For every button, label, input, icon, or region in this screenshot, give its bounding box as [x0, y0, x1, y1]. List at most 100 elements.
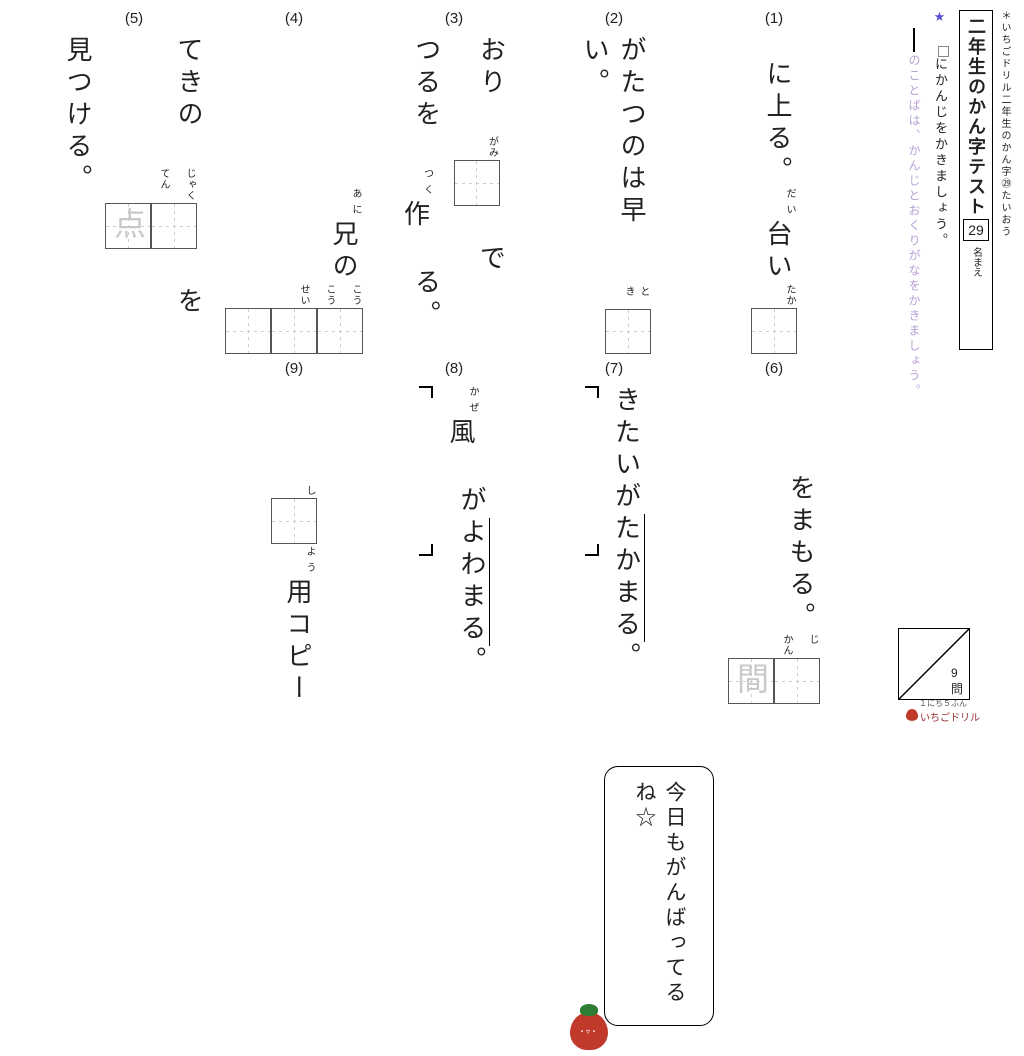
kanji-box-group: とき: [605, 286, 651, 356]
question-text: で: [477, 244, 507, 276]
instruction-blank-box-icon: [938, 46, 949, 57]
question-text: る。: [412, 268, 442, 332]
question-1: (1) たか い 台 だい に上る。: [694, 6, 854, 356]
question-body: とき がたつのは早い。: [577, 36, 651, 356]
question-text: 。: [612, 642, 642, 674]
kanji-box-group: こう こう せい: [225, 284, 363, 356]
prefilled-kanji: 点: [106, 204, 150, 248]
question-body: こう こう せい の 兄 あに: [225, 36, 363, 356]
ruby-text: 作 つく: [398, 168, 435, 232]
kanji-input-box[interactable]: [271, 308, 317, 354]
question-6: (6) 間 じ かん をまもる。: [694, 356, 854, 706]
question-7: (7) きたいがたかまる。: [534, 356, 694, 706]
question-number: (8): [445, 360, 463, 377]
question-text: きたいが: [612, 386, 642, 514]
question-text: てきの: [174, 36, 204, 132]
question-number: (1): [765, 10, 783, 27]
encouragement-block: 今日もがんばってるね☆ ・▿・: [564, 706, 854, 1056]
kanji-input-box[interactable]: [774, 658, 820, 704]
star-icon: ★: [933, 10, 948, 28]
question-body: おり がみ で つるを 作 つく る。: [398, 36, 511, 356]
question-5: (5) てきの 点 じゃく てん を: [54, 6, 214, 356]
answer-bracket[interactable]: [583, 386, 595, 556]
question-text: を: [174, 287, 204, 319]
question-2: (2) とき がたつのは早い。: [534, 6, 694, 356]
question-text: の: [326, 252, 363, 284]
question-text: に上る。: [760, 60, 797, 188]
brand-name: いちごドリル: [920, 713, 980, 724]
question-number: (3): [445, 10, 463, 27]
instruction-dash-icon: [913, 28, 915, 52]
furigana-stack: こう こう せい: [296, 284, 363, 306]
question-body: てきの 点 じゃく てん を 見つける。: [60, 36, 208, 356]
score-unit: 問: [951, 682, 963, 696]
furigana-stack: じゃく てん: [156, 168, 197, 201]
strawberry-icon: [906, 709, 918, 721]
credit-line: ＊いちごドリル二年生のかん字㉙たいおう: [997, 10, 1012, 238]
worksheet-title: 二年生のかん字テスト: [963, 17, 989, 217]
kanji-box-group: し: [271, 485, 317, 546]
question-text: をまもる。: [783, 474, 820, 634]
question-text: 。: [457, 646, 487, 678]
instruction-line-2a: のことばは、: [907, 54, 921, 144]
encouragement-text: 今日もがんばってるね☆: [629, 781, 689, 1011]
question-body: たか い 台 だい に上る。: [751, 36, 797, 356]
furigana: とき: [621, 286, 651, 307]
question-text: 見つける。: [63, 36, 93, 196]
kanji-input-box[interactable]: [271, 498, 317, 544]
header-zone: ＊いちごドリル二年生のかん字㉙たいおう 二年生のかん字テスト 29 名まえ ★ …: [897, 10, 1012, 710]
ruby-text: 兄 あに: [326, 188, 363, 252]
kanji-input-box[interactable]: 間: [728, 658, 774, 704]
kanji-box-group: たか: [751, 284, 797, 356]
furigana: がみ: [485, 136, 500, 158]
brand-tagline: １にち５ふん: [919, 699, 967, 708]
title-box: 二年生のかん字テスト 29 名まえ: [959, 10, 993, 350]
question-number: (7): [605, 360, 623, 377]
ruby-text: 用 よう: [280, 546, 317, 610]
score-box: 9 問: [898, 628, 970, 700]
furigana: し: [302, 485, 317, 496]
score-max-number: 9: [951, 666, 958, 680]
instruction-line-2b: かんじとおくりがなをかきましょう。: [907, 144, 921, 399]
answer-bracket[interactable]: [417, 386, 429, 556]
kanji-input-box[interactable]: [225, 308, 271, 354]
question-text: が: [457, 486, 487, 518]
kanji-box-group: 間 じ かん: [728, 634, 820, 706]
ruby-text: 台 だい: [760, 188, 797, 252]
question-3: (3) おり がみ で つるを 作 つく る。: [374, 6, 534, 356]
test-number-badge: 29: [963, 219, 989, 241]
question-text: おり: [477, 36, 507, 100]
question-body: 間 じ かん をまもる。: [728, 386, 820, 706]
question-text: コピー: [280, 610, 317, 706]
question-number: (5): [125, 10, 143, 27]
question-body: 風 かぜ がよわまる。: [417, 386, 491, 706]
question-number: (9): [285, 360, 303, 377]
kanji-box-group: 点 じゃく てん: [105, 168, 197, 251]
questions-grid: (1) たか い 台 だい に上る。 (2) とき がたつのは早い。 (3): [14, 6, 854, 718]
underlined-text: よわまる: [457, 518, 490, 646]
title-column: 二年生のかん字テスト 29 名まえ: [959, 10, 993, 350]
kanji-input-box[interactable]: [751, 308, 797, 354]
kanji-input-box[interactable]: [317, 308, 363, 354]
brand-logo: １にち５ふん いちごドリル: [906, 698, 980, 724]
kanji-input-box[interactable]: [454, 160, 500, 206]
score-max: 9 問: [951, 666, 963, 697]
question-text: つるを: [412, 36, 442, 132]
question-body: コピー 用 よう し: [271, 386, 317, 706]
prefilled-kanji: 間: [729, 659, 773, 703]
question-9: (9) コピー 用 よう し: [214, 356, 374, 706]
question-text: がたつのは早い。: [577, 36, 651, 286]
kanji-input-box[interactable]: [151, 203, 197, 249]
question-number: (6): [765, 360, 783, 377]
kanji-input-box[interactable]: 点: [105, 203, 151, 249]
speech-bubble: 今日もがんばってるね☆: [604, 766, 714, 1026]
furigana: たか: [782, 284, 797, 306]
underlined-text: たかまる: [612, 514, 645, 642]
kanji-box-group: がみ: [454, 136, 500, 208]
question-body: きたいがたかまる。: [583, 386, 646, 706]
question-4: (4) こう こう せい の 兄 あに: [214, 6, 374, 356]
instruction-line-1: にかんじをかきましょう。: [933, 57, 948, 249]
mascot-strawberry-icon: ・▿・: [570, 1012, 608, 1050]
kanji-input-box[interactable]: [605, 309, 651, 354]
name-label: 名まえ: [969, 247, 984, 277]
